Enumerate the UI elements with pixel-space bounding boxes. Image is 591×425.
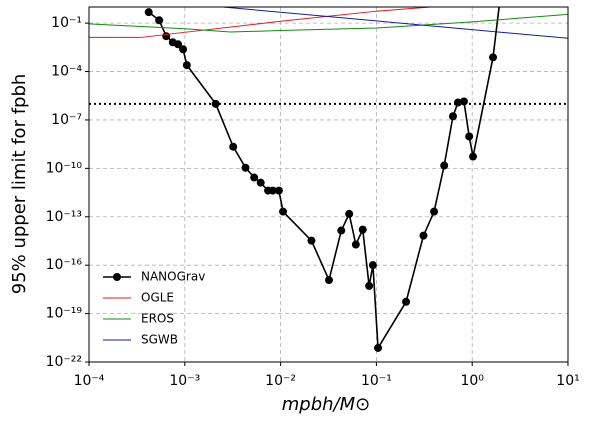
legend-label: OGLE — [141, 291, 174, 305]
plot-area — [89, 7, 568, 352]
series-line — [89, 13, 568, 33]
data-point — [256, 178, 265, 187]
data-point — [459, 97, 468, 106]
data-point — [351, 240, 360, 249]
data-point — [155, 16, 164, 25]
data-point — [489, 53, 498, 62]
y-tick-label: 10⁻¹ — [51, 15, 82, 31]
series-line — [148, 7, 500, 351]
x-tick-label: 10⁰ — [460, 373, 484, 389]
data-point — [365, 281, 374, 290]
data-point — [179, 45, 188, 54]
data-point — [241, 163, 250, 172]
data-point — [324, 276, 333, 285]
plot-frame — [88, 6, 569, 363]
data-point — [229, 142, 238, 151]
y-tick-label: 10⁻¹⁹ — [46, 306, 83, 322]
data-point — [419, 231, 428, 240]
data-point — [279, 207, 288, 216]
data-point — [274, 186, 283, 195]
data-point — [440, 161, 449, 170]
data-point — [448, 112, 457, 121]
data-point — [268, 186, 277, 195]
data-point — [174, 40, 183, 49]
y-tick-label: 10⁻⁴ — [51, 64, 82, 80]
legend-label: SGWB — [141, 333, 178, 347]
legend-label: EROS — [141, 312, 174, 326]
x-tick-label: 10¹ — [556, 373, 579, 389]
data-point — [307, 236, 316, 245]
data-point — [430, 207, 439, 216]
x-tick-label: 10⁻³ — [169, 373, 200, 389]
x-tick-label: 10⁻⁴ — [74, 373, 105, 389]
y-tick-label: 10⁻²² — [46, 354, 82, 370]
data-point — [469, 152, 478, 161]
data-point — [402, 297, 411, 306]
data-point — [368, 261, 377, 270]
legend-label: NANOGrav — [141, 270, 205, 284]
x-tick-label: 10⁻² — [265, 373, 296, 389]
data-point — [465, 132, 474, 141]
y-tick-label: 10⁻⁷ — [51, 112, 82, 128]
data-point — [211, 99, 220, 108]
data-point — [162, 32, 171, 41]
y-tick-label: 10⁻¹³ — [46, 209, 82, 225]
data-point — [182, 61, 191, 70]
data-point — [144, 8, 153, 17]
y-tick-label: 10⁻¹⁶ — [46, 257, 83, 273]
series-line — [89, 7, 437, 38]
data-point — [358, 225, 367, 234]
data-point — [345, 209, 354, 218]
data-point — [453, 98, 462, 107]
data-point — [250, 173, 259, 182]
x-tick-label: 10⁻¹ — [361, 373, 392, 389]
legend-marker — [113, 273, 121, 281]
y-axis-label: 95% upper limit for fpbh — [9, 74, 30, 295]
data-point — [374, 343, 383, 352]
x-axis-label: mpbh/M⊙ — [282, 394, 370, 415]
y-tick-label: 10⁻¹⁰ — [46, 160, 83, 176]
series-line — [222, 7, 568, 39]
data-point — [337, 226, 346, 235]
